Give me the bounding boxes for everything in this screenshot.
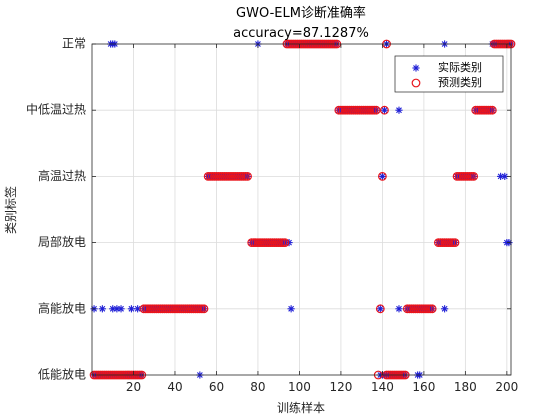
x-tick-label: 40 — [167, 380, 182, 394]
x-tick-label: 180 — [454, 380, 477, 394]
actual-point — [376, 305, 384, 313]
legend: 实际类别 预测类别 — [394, 55, 504, 93]
y-tick-label: 高能放电 — [38, 300, 86, 315]
predicted-point — [199, 304, 209, 314]
x-tick-label: 20 — [126, 380, 141, 394]
x-tick-label: 120 — [329, 380, 352, 394]
y-tick-label: 正常 — [62, 37, 86, 51]
x-tick-label: 80 — [250, 380, 265, 394]
predicted-point — [375, 304, 385, 314]
legend-label-predicted: 预测类别 — [438, 75, 482, 89]
x-tick-label: 60 — [209, 380, 224, 394]
predicted-point — [243, 171, 252, 181]
actual-point — [441, 305, 449, 313]
y-axis-label: 类别标签 — [3, 186, 18, 234]
y-tick-label: 中低温过热 — [26, 102, 86, 117]
predicted-point — [450, 238, 460, 248]
x-axis-ticks: 20 40 60 80 100 120 140 160 180 200 — [126, 44, 518, 394]
predicted-point — [377, 171, 387, 181]
legend-marker-actual — [412, 64, 420, 72]
predicted-point — [487, 105, 497, 115]
y-tick-label: 局部放电 — [38, 234, 86, 249]
x-tick-label: 100 — [288, 380, 311, 394]
actual-point — [287, 305, 295, 313]
legend-marker-predicted — [411, 78, 421, 88]
predicted-point — [380, 105, 389, 115]
actual-point — [378, 172, 386, 180]
predicted-point — [427, 304, 437, 314]
legend-label-actual: 实际类别 — [438, 60, 482, 74]
actual-point — [127, 305, 136, 313]
actual-point — [395, 106, 403, 114]
y-tick-label: 低能放电 — [38, 367, 86, 382]
y-axis-ticks: 低能放电 高能放电 局部放电 高温过热 中低温过热 正常 — [26, 37, 511, 382]
actual-point — [395, 305, 403, 313]
predicted-point — [371, 105, 381, 115]
actual-point — [98, 305, 106, 313]
x-tick-label: 200 — [495, 380, 518, 394]
plot-area — [92, 44, 511, 375]
y-tick-label: 高温过热 — [38, 168, 86, 183]
plot-frame — [91, 43, 512, 376]
actual-point — [117, 305, 125, 313]
actual-point — [380, 106, 389, 114]
x-axis-label: 训练样本 — [277, 400, 325, 415]
legend-star-mark — [412, 64, 420, 72]
predicted-point — [280, 238, 290, 248]
chart-title: GWO-ELM诊断准确率 — [236, 5, 366, 21]
predicted-point — [469, 171, 479, 181]
chart-subtitle: accuracy=87.1287% — [233, 26, 369, 41]
actual-point — [501, 172, 509, 180]
legend-circle-mark — [411, 78, 421, 88]
x-tick-label: 140 — [371, 380, 394, 394]
x-tick-label: 160 — [412, 380, 435, 394]
